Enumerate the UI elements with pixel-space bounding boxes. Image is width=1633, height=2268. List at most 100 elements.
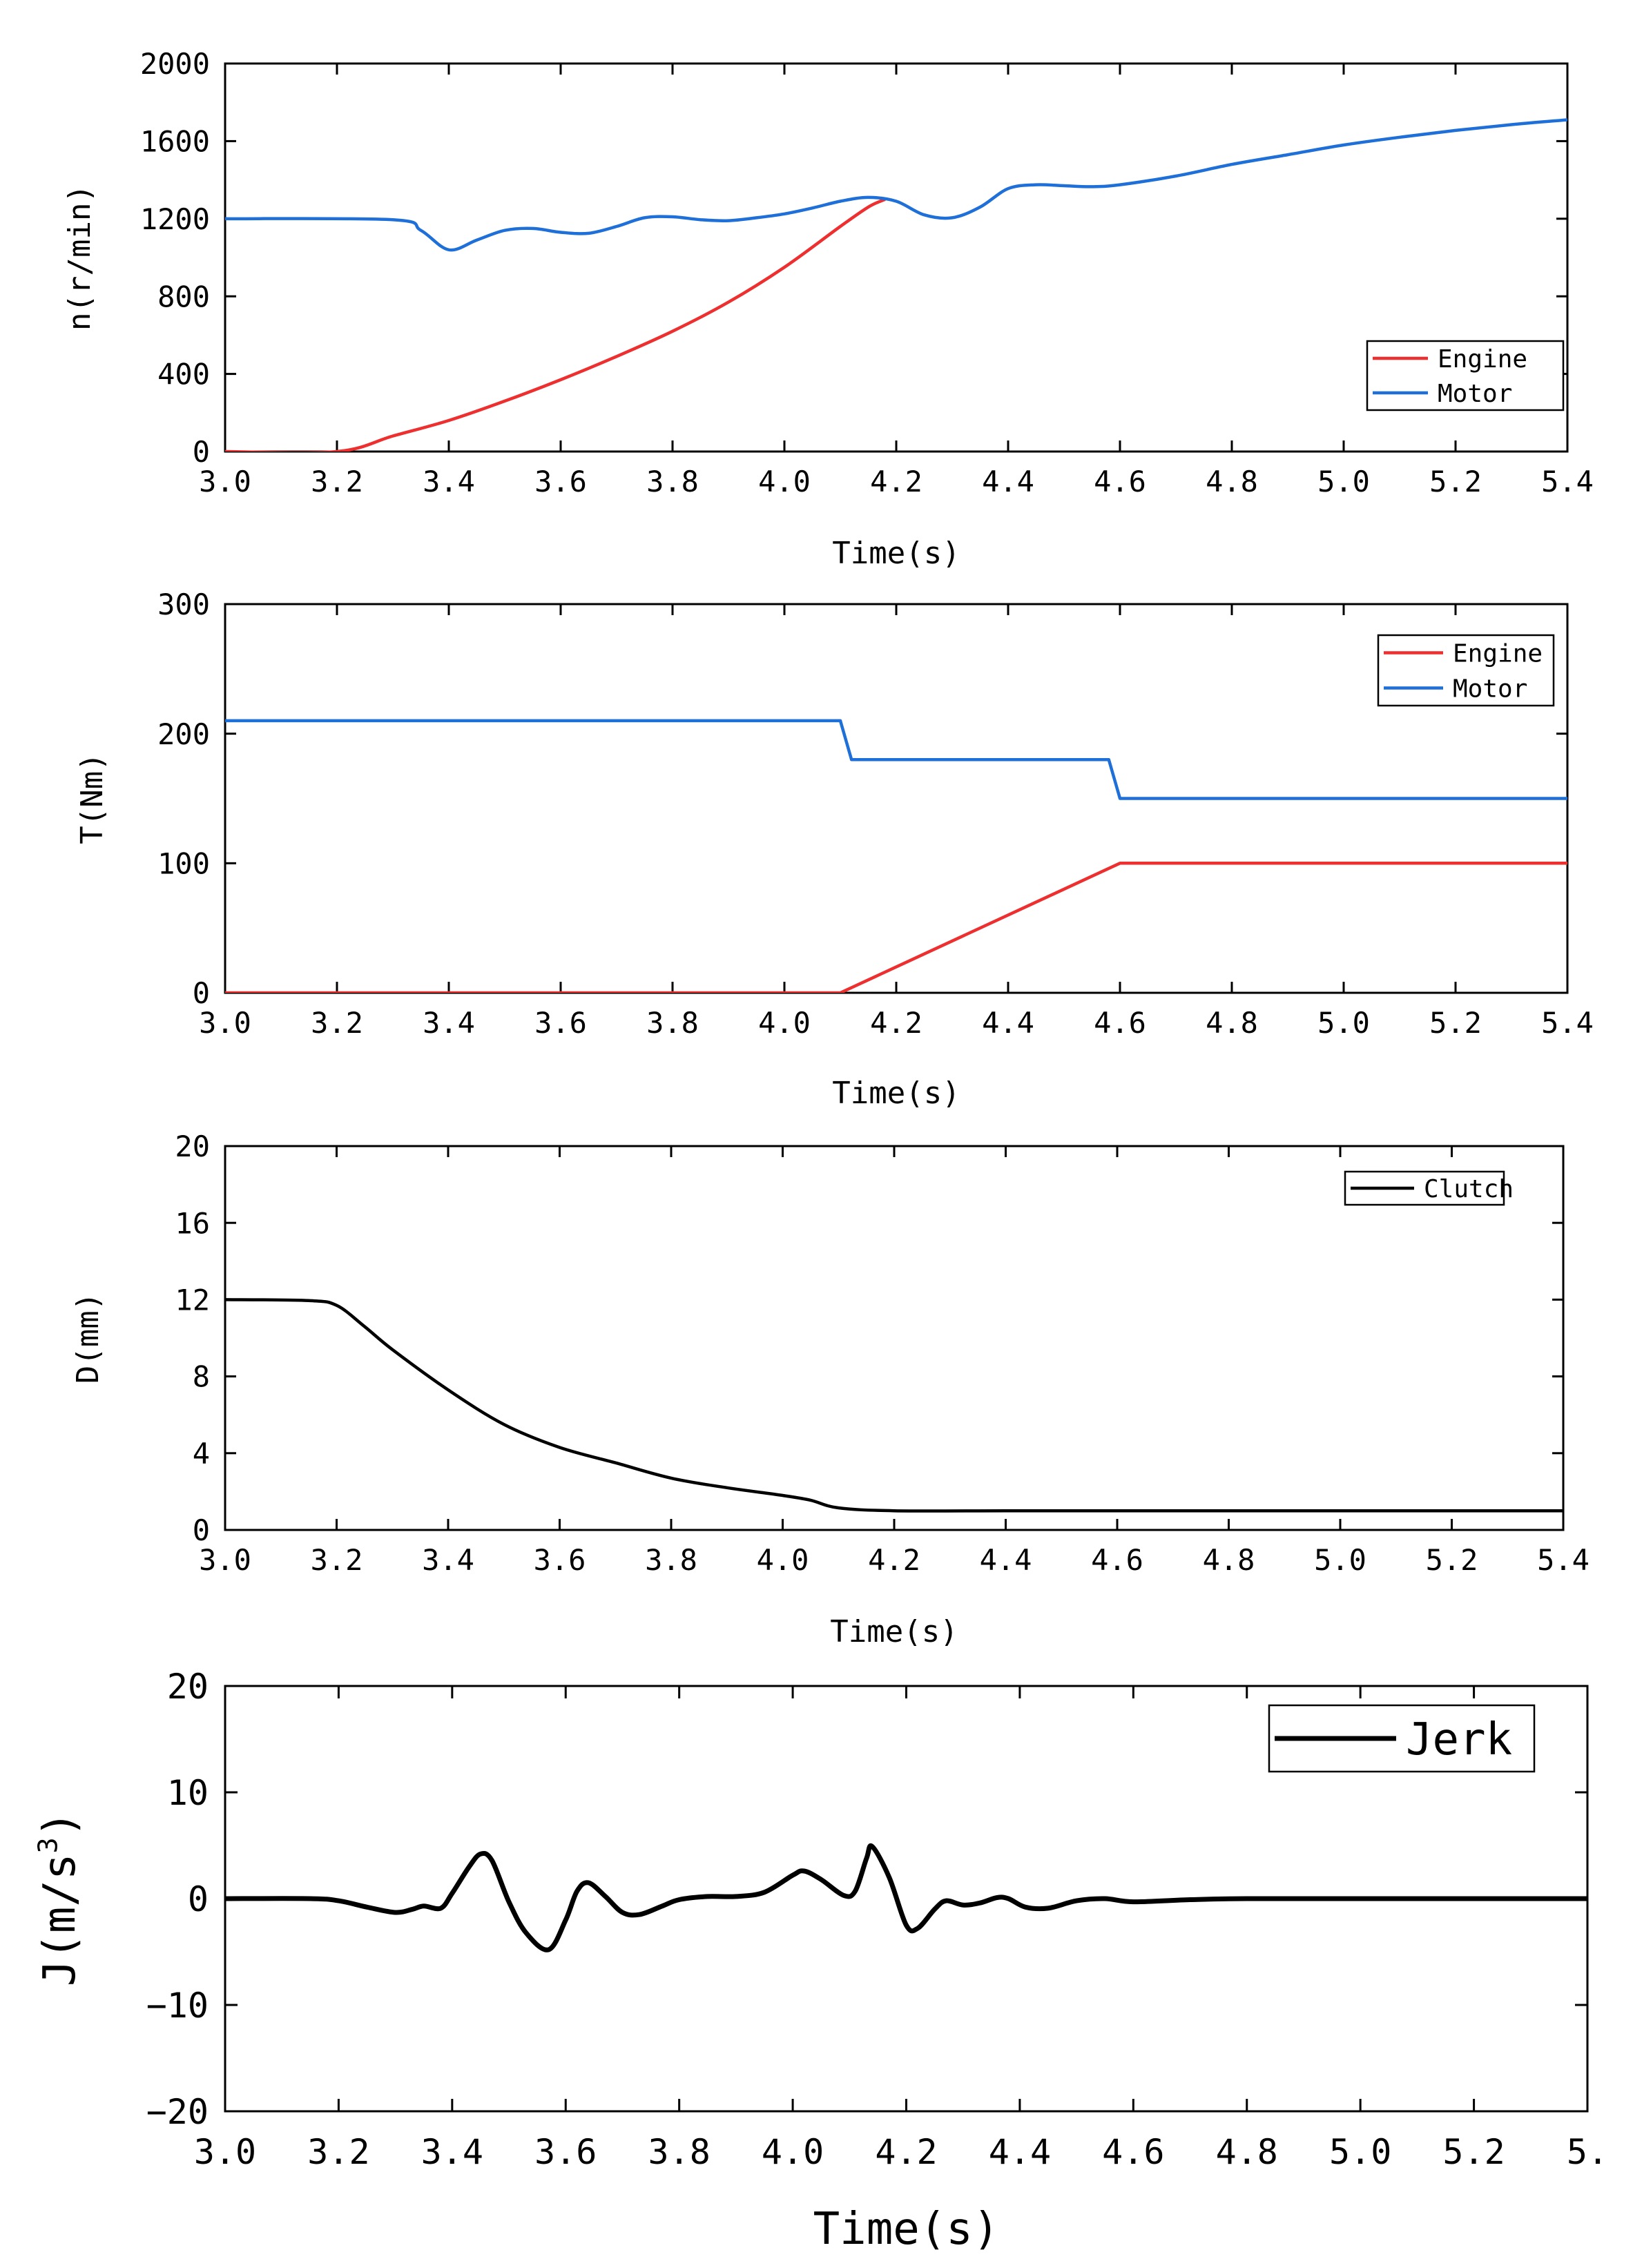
x-tick-label: 4.6 bbox=[1091, 1543, 1143, 1577]
y-axis-title: n(r/min) bbox=[62, 184, 97, 331]
x-axis-title: Time(s) bbox=[830, 1614, 958, 1649]
x-tick-label: 3.0 bbox=[199, 1006, 251, 1040]
y-tick-label: 0 bbox=[193, 435, 210, 469]
legend-label-motor: Motor bbox=[1453, 675, 1527, 703]
x-tick-label: 3.6 bbox=[534, 465, 587, 498]
legend-label-engine: Engine bbox=[1453, 639, 1543, 668]
x-tick-label: 5.4 bbox=[1541, 465, 1594, 498]
y-tick-label: 1200 bbox=[140, 202, 210, 236]
legend-label-engine: Engine bbox=[1438, 345, 1527, 374]
x-tick-label: 4.2 bbox=[870, 465, 922, 498]
legend-label-clutch: Clutch bbox=[1424, 1175, 1514, 1203]
y-tick-label: 400 bbox=[157, 358, 210, 391]
x-tick-label: 3.0 bbox=[199, 465, 251, 498]
x-tick-label: 4.8 bbox=[1216, 2132, 1278, 2172]
y-tick-label: −20 bbox=[146, 2092, 209, 2132]
x-tick-label: 5.0 bbox=[1314, 1543, 1366, 1577]
x-axis-title: Time(s) bbox=[832, 536, 960, 571]
x-axis-title: Time(s) bbox=[813, 2204, 1000, 2255]
plot-frame bbox=[224, 62, 1569, 453]
series-line-engine bbox=[225, 862, 1567, 993]
x-tick-label: 3.8 bbox=[646, 465, 699, 498]
y-tick-label: 300 bbox=[157, 588, 210, 621]
y-tick-label: 2000 bbox=[140, 47, 210, 81]
x-tick-label: 4.0 bbox=[757, 1543, 809, 1577]
y-tick-label: 4 bbox=[193, 1437, 210, 1471]
y-tick-label: 10 bbox=[167, 1773, 209, 1813]
y-tick-label: 1600 bbox=[140, 125, 210, 159]
x-tick-label: 5.2 bbox=[1442, 2132, 1505, 2172]
x-tick-label: 3.6 bbox=[534, 1006, 587, 1040]
series-line-motor bbox=[225, 118, 1567, 252]
x-tick-label: 4.6 bbox=[1102, 2132, 1164, 2172]
x-tick-label: 3.4 bbox=[423, 1006, 475, 1040]
x-tick-label: 5.0 bbox=[1317, 465, 1370, 498]
x-tick-label: 3.4 bbox=[422, 1543, 474, 1577]
series-line-clutch bbox=[225, 1298, 1563, 1513]
y-tick-label: −10 bbox=[146, 1986, 209, 2026]
x-tick-label: 3.2 bbox=[311, 1006, 363, 1040]
y-axis-title: T(Nm) bbox=[75, 753, 110, 844]
x-tick-label: 4.6 bbox=[1094, 1006, 1146, 1040]
y-tick-label: 100 bbox=[157, 846, 210, 880]
x-tick-label: 5.0 bbox=[1317, 1006, 1370, 1040]
x-tick-label: 3.6 bbox=[534, 1543, 586, 1577]
y-tick-label: 20 bbox=[175, 1130, 210, 1163]
x-tick-label: 4.4 bbox=[982, 1006, 1034, 1040]
x-tick-label: 4.2 bbox=[875, 2132, 937, 2172]
chart-motor-speed: 3.0 3.2 3.4 3.6 3.8 4.0 4.2 4.4 4.6 4.8 5.0 5.2 5.4 0… bbox=[62, 47, 1594, 571]
x-tick-label: 4.0 bbox=[762, 2132, 824, 2172]
x-tick-label: 3.0 bbox=[199, 1543, 251, 1577]
x-tick-label: 5.2 bbox=[1426, 1543, 1478, 1577]
x-tick-label: 5.0 bbox=[1329, 2132, 1391, 2172]
x-tick-label: 4.8 bbox=[1206, 465, 1258, 498]
x-tick-label: 4.2 bbox=[868, 1543, 920, 1577]
x-tick-label: 4.0 bbox=[758, 465, 811, 498]
y-axis-title: J(m/s3) bbox=[32, 1811, 86, 1986]
chart-torque: 3.0 3.2 3.4 3.6 3.8 4.0 4.2 4.4 4.6 4.8 5.0 5.2 5.4 0… bbox=[75, 588, 1594, 1111]
x-tick-label: 4.8 bbox=[1203, 1543, 1255, 1577]
x-tick-label: 4.4 bbox=[980, 1543, 1032, 1577]
x-tick-label: 5. bbox=[1567, 2132, 1608, 2172]
x-tick-label: 3.4 bbox=[423, 465, 475, 498]
y-tick-label: 8 bbox=[193, 1360, 210, 1394]
chart-jerk: 3.0 3.2 3.4 3.6 3.8 4.0 4.2 4.4 4.6 4.8 5.0 5.2 5. −2… bbox=[32, 1667, 1608, 2255]
x-tick-label: 4.4 bbox=[982, 465, 1034, 498]
x-tick-label: 3.8 bbox=[645, 1543, 697, 1577]
x-tick-label: 5.2 bbox=[1429, 465, 1482, 498]
legend-box bbox=[1366, 340, 1565, 411]
x-tick-label: 5.4 bbox=[1537, 1543, 1589, 1577]
legend-label-motor: Motor bbox=[1438, 380, 1512, 408]
x-tick-label: 4.0 bbox=[758, 1006, 811, 1040]
x-tick-label: 3.0 bbox=[194, 2132, 256, 2172]
y-tick-label: 200 bbox=[157, 717, 210, 751]
x-tick-label: 3.2 bbox=[311, 1543, 363, 1577]
x-tick-label: 3.6 bbox=[534, 2132, 597, 2172]
x-tick-label: 3.8 bbox=[648, 2132, 711, 2172]
series-line-jerk bbox=[225, 1843, 1587, 1952]
y-tick-label: 20 bbox=[167, 1667, 209, 1707]
x-tick-label: 5.2 bbox=[1429, 1006, 1482, 1040]
x-tick-label: 3.8 bbox=[646, 1006, 699, 1040]
x-tick-label: 3.2 bbox=[307, 2132, 369, 2172]
y-tick-label: 16 bbox=[175, 1206, 210, 1240]
x-tick-label: 4.6 bbox=[1094, 465, 1146, 498]
legend-box bbox=[1377, 634, 1555, 707]
y-tick-label: 0 bbox=[193, 1513, 210, 1547]
x-tick-label: 4.8 bbox=[1206, 1006, 1258, 1040]
x-tick-label: 4.2 bbox=[870, 1006, 922, 1040]
x-tick-label: 3.2 bbox=[311, 465, 363, 498]
series-line-motor bbox=[225, 719, 1567, 800]
x-tick-label: 3.4 bbox=[421, 2132, 483, 2172]
y-tick-label: 12 bbox=[175, 1283, 210, 1317]
y-tick-label: 0 bbox=[188, 1879, 209, 1919]
y-tick-label: 800 bbox=[157, 280, 210, 313]
chart-clutch-displacement: 3.0 3.2 3.4 3.6 3.8 4.0 4.2 4.4 4.6 4.8 5.0 5.2 5.4 0… bbox=[70, 1130, 1589, 1649]
series-line-engine bbox=[225, 197, 886, 452]
y-axis-title: D(mm) bbox=[70, 1292, 106, 1384]
x-tick-label: 5.4 bbox=[1541, 1006, 1594, 1040]
legend-label-jerk: Jerk bbox=[1406, 1714, 1512, 1765]
x-axis-title: Time(s) bbox=[832, 1076, 960, 1111]
x-tick-label: 4.4 bbox=[989, 2132, 1051, 2172]
